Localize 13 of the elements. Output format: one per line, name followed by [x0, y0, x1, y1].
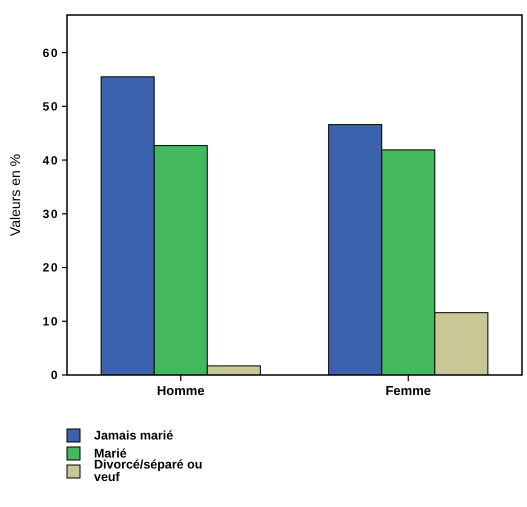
y-tick-label: 60 [42, 46, 59, 60]
y-tick-label: 40 [42, 153, 59, 168]
legend-label: Divorcé/séparé ou veuf [94, 458, 202, 484]
y-tick-label: 0 [50, 368, 59, 382]
y-axis-title: Valeurs en % [7, 154, 23, 236]
legend-label: Marié [94, 446, 127, 460]
x-tick-label: Femme [385, 383, 432, 398]
y-tick-label: 20 [42, 260, 59, 275]
y-tick-label: 30 [42, 207, 59, 222]
legend-label: Jamais marié [94, 428, 174, 442]
y-tick-label: 10 [42, 314, 59, 328]
x-tick-label: Homme [156, 383, 205, 398]
y-tick-label: 50 [42, 100, 59, 114]
